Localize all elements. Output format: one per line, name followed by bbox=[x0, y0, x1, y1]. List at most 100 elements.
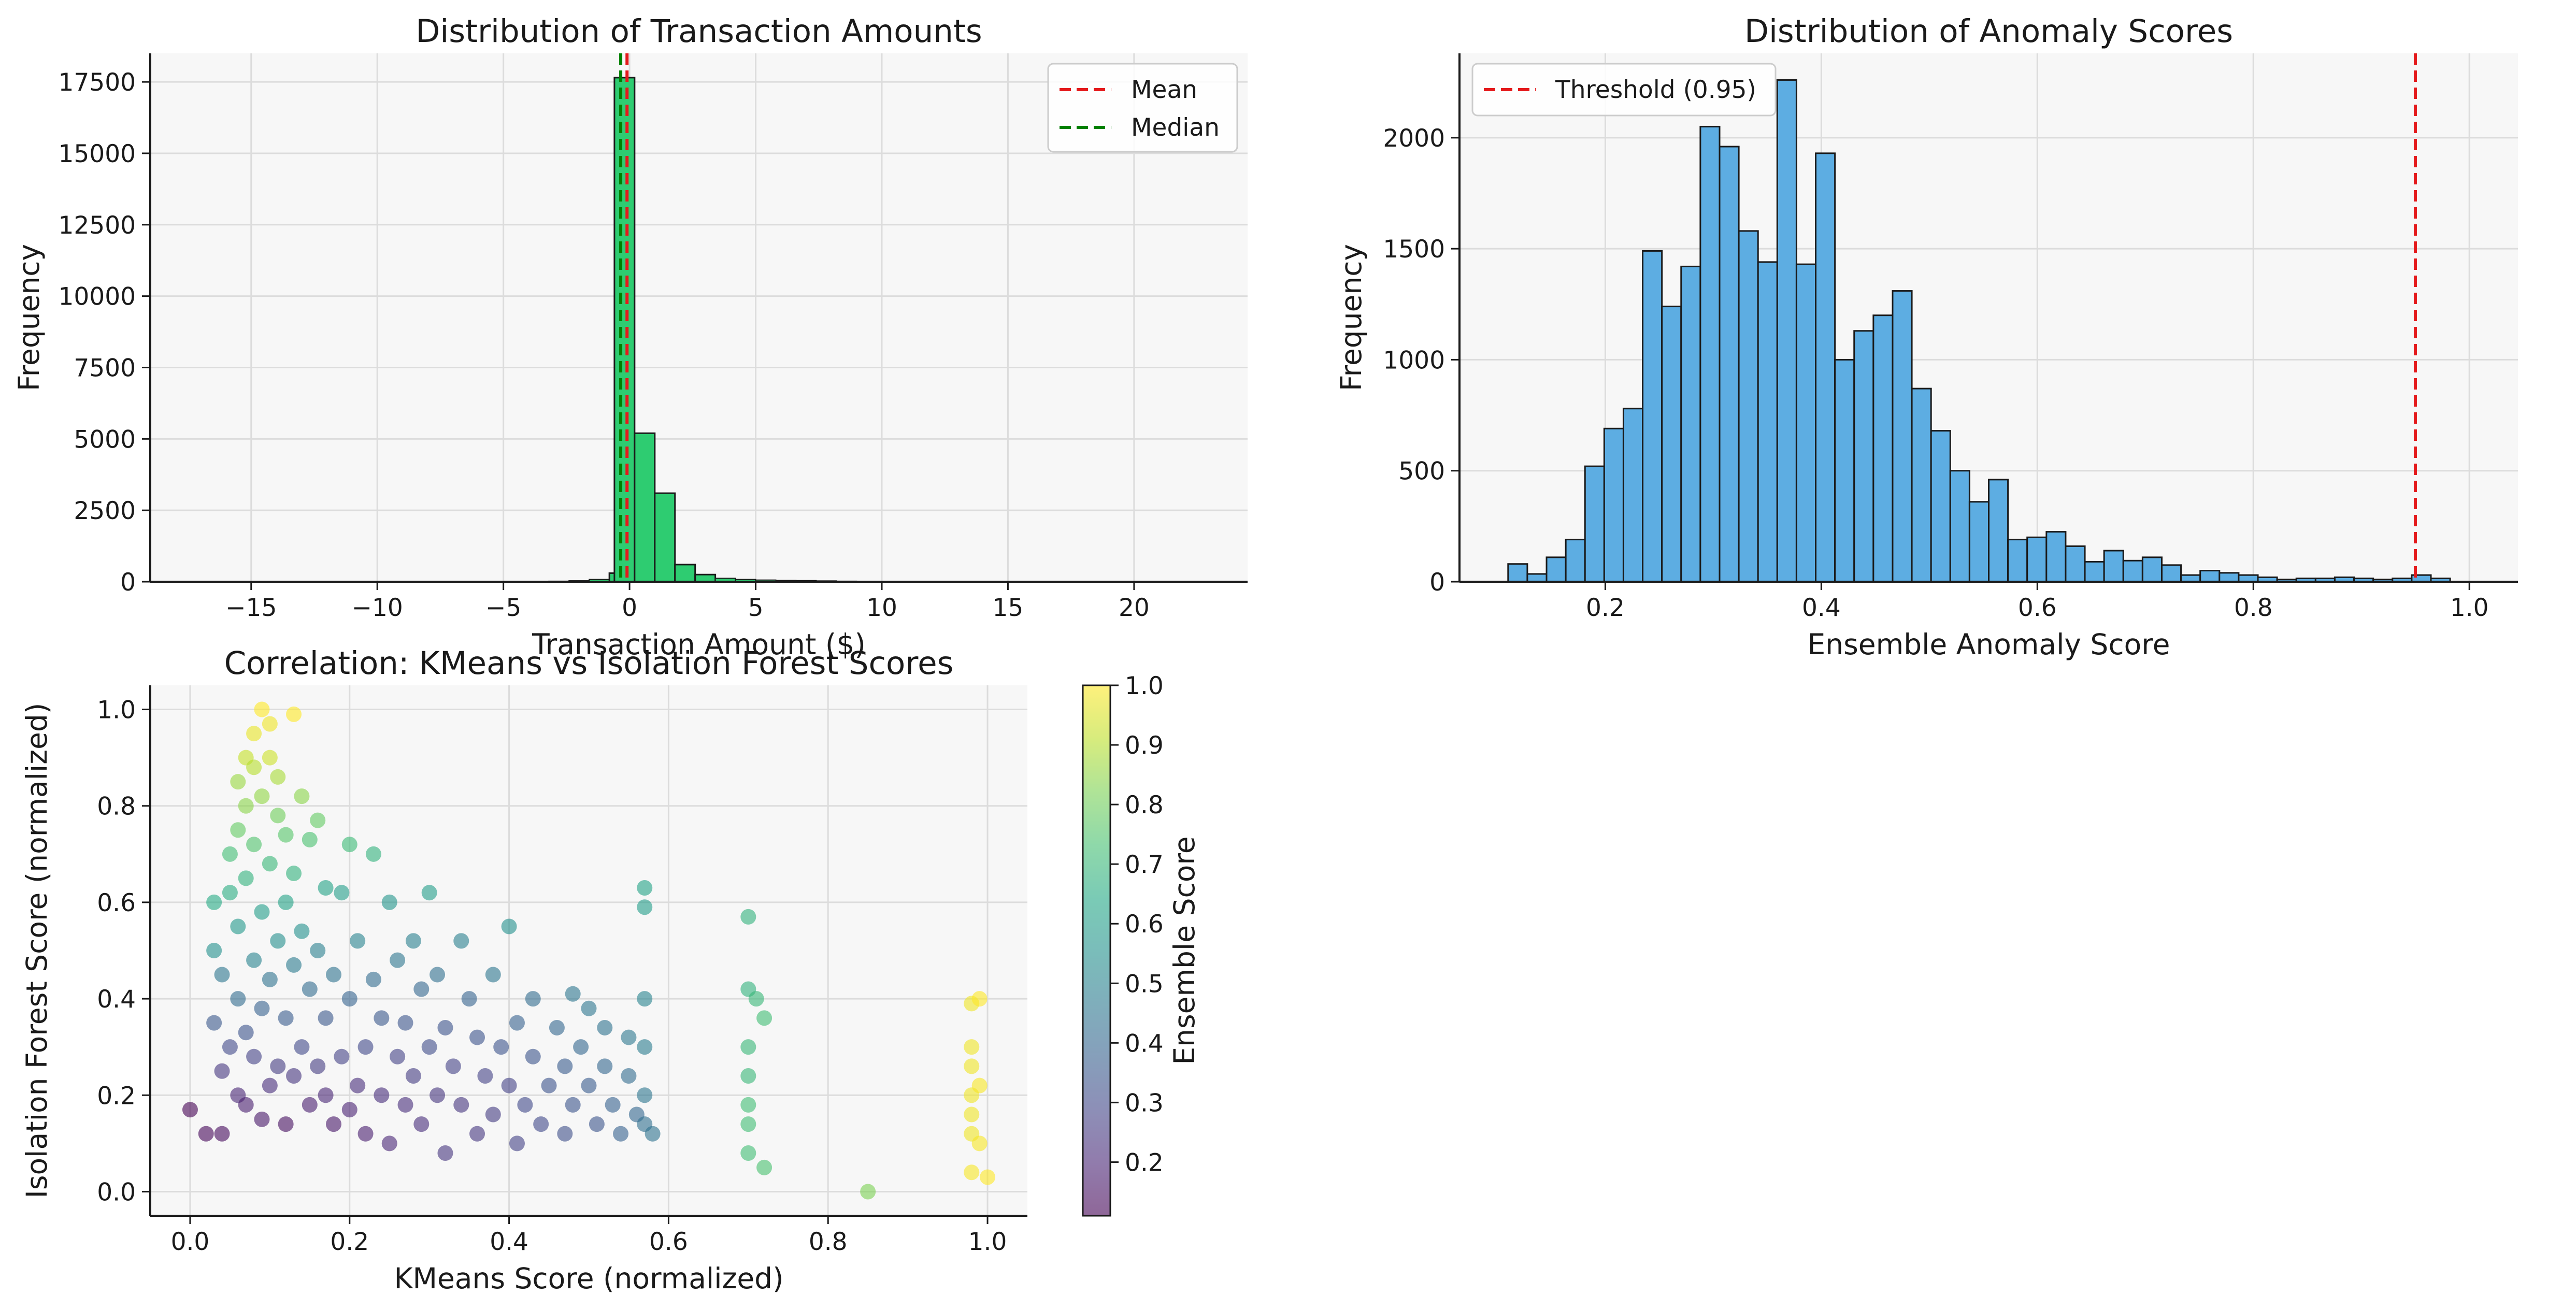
scatter-point bbox=[964, 1039, 980, 1055]
scatter-point bbox=[740, 1039, 756, 1055]
x-tick-label: 1.0 bbox=[968, 1228, 1007, 1256]
histogram-bar bbox=[2160, 564, 2182, 583]
scatter-point bbox=[565, 1097, 581, 1113]
scatter-point bbox=[222, 846, 238, 862]
scatter-point bbox=[397, 1015, 413, 1031]
histogram-bar bbox=[1719, 146, 1740, 583]
scatter-point bbox=[270, 808, 286, 824]
scatter-point bbox=[286, 866, 302, 882]
score-histogram-legend-box bbox=[1471, 63, 1777, 117]
scatter-point bbox=[637, 880, 653, 896]
x-tick-label: 0.2 bbox=[1586, 594, 1625, 622]
scatter-point bbox=[501, 918, 517, 934]
scatter-point bbox=[374, 1087, 390, 1103]
scatter-point bbox=[238, 1025, 254, 1041]
histogram-bar bbox=[1853, 330, 1874, 583]
histogram-bar bbox=[1776, 79, 1797, 583]
scatter-point bbox=[405, 933, 421, 949]
histogram-bar bbox=[1892, 290, 1913, 583]
histogram-bar bbox=[1565, 539, 1586, 583]
x-tick-label: 10 bbox=[866, 594, 897, 622]
y-tick-label: 12500 bbox=[58, 211, 136, 240]
scatter-point bbox=[437, 1145, 453, 1161]
scatter-point bbox=[421, 885, 437, 901]
scatter-point bbox=[557, 1126, 573, 1142]
histogram-bar bbox=[2141, 556, 2163, 583]
scatter-point bbox=[262, 750, 278, 766]
amount-histogram-xlabel: Transaction Amount ($) bbox=[532, 628, 866, 661]
y-tick-label: 15000 bbox=[58, 140, 136, 168]
scatter-point bbox=[740, 1145, 756, 1161]
scatter-point bbox=[589, 1116, 605, 1132]
scatter-point bbox=[325, 1116, 341, 1132]
scatter-point bbox=[230, 822, 246, 838]
scatter-point bbox=[230, 918, 246, 934]
scatter-point bbox=[971, 1135, 988, 1152]
colorbar-tick-label: 0.6 bbox=[1125, 910, 1164, 939]
histogram-bar bbox=[1968, 501, 1990, 583]
scatter-point bbox=[597, 1019, 613, 1035]
legend-threshold-label: Threshold (0.95) bbox=[1555, 76, 1756, 104]
scatter-point bbox=[645, 1126, 661, 1142]
score-scatter-title: Correlation: KMeans vs Isolation Forest … bbox=[224, 645, 954, 682]
scatter-point bbox=[341, 1102, 357, 1118]
amount-histogram-legend: Mean Median bbox=[1047, 63, 1238, 153]
scatter-point bbox=[302, 1097, 318, 1113]
scatter-point bbox=[453, 1097, 469, 1113]
scatter-point bbox=[294, 1039, 310, 1055]
scatter-point bbox=[198, 1126, 214, 1142]
x-tick-label: 0 bbox=[622, 594, 637, 622]
scatter-point bbox=[357, 1039, 374, 1055]
scatter-point bbox=[230, 991, 246, 1007]
y-tick-label: 7500 bbox=[74, 354, 136, 382]
x-tick-label: 20 bbox=[1119, 594, 1150, 622]
scatter-point bbox=[493, 1039, 509, 1055]
scatter-point bbox=[621, 1029, 637, 1045]
scatter-point bbox=[286, 706, 302, 722]
x-tick-label: 0.4 bbox=[490, 1228, 528, 1256]
scatter-point bbox=[964, 1164, 980, 1181]
histogram-bar bbox=[1642, 250, 1663, 583]
histogram-bar bbox=[1680, 265, 1701, 583]
scatter-point bbox=[437, 1019, 453, 1035]
scatter-point bbox=[230, 774, 246, 790]
score-scatter-points bbox=[182, 701, 996, 1200]
score-histogram-ylabel: Frequency bbox=[1335, 244, 1368, 391]
scatter-point bbox=[238, 1097, 254, 1113]
scatter-point bbox=[860, 1184, 876, 1200]
colorbar-tick-label: 0.3 bbox=[1125, 1089, 1164, 1117]
scatter-point bbox=[477, 1068, 493, 1084]
scatter-point bbox=[270, 933, 286, 949]
x-tick-label: 5 bbox=[748, 594, 764, 622]
scatter-point bbox=[485, 1106, 501, 1123]
scatter-point bbox=[302, 981, 318, 997]
x-tick-label: 1.0 bbox=[2450, 594, 2489, 622]
scatter-point bbox=[637, 899, 653, 915]
scatter-point bbox=[334, 1048, 350, 1065]
scatter-point bbox=[613, 1126, 629, 1142]
histogram-bar bbox=[634, 432, 656, 583]
y-tick-label: 2000 bbox=[1383, 124, 1445, 153]
scatter-point bbox=[390, 1048, 406, 1065]
scatter-point bbox=[286, 1068, 302, 1084]
scatter-point bbox=[581, 1000, 597, 1016]
scatter-point bbox=[325, 967, 341, 983]
scatter-point bbox=[278, 1116, 294, 1132]
scatter-point bbox=[318, 880, 334, 896]
scatter-point bbox=[565, 986, 581, 1002]
score-histogram-axes bbox=[1458, 53, 2518, 583]
y-tick-label: 0.6 bbox=[97, 889, 136, 917]
score-scatter-grid bbox=[150, 685, 1027, 1216]
legend-median-label: Median bbox=[1131, 113, 1220, 142]
scatter-point bbox=[430, 1087, 446, 1103]
scatter-point bbox=[318, 1087, 334, 1103]
x-tick-label: 0.8 bbox=[809, 1228, 848, 1256]
histogram-bar bbox=[2219, 572, 2240, 583]
scatter-point bbox=[254, 701, 270, 717]
y-tick-label: 500 bbox=[1398, 457, 1445, 486]
score-histogram-title: Distribution of Anomaly Scores bbox=[1744, 13, 2233, 50]
colorbar-tick-label: 0.2 bbox=[1125, 1148, 1164, 1177]
scatter-point bbox=[980, 1169, 996, 1185]
scatter-point bbox=[381, 894, 397, 910]
